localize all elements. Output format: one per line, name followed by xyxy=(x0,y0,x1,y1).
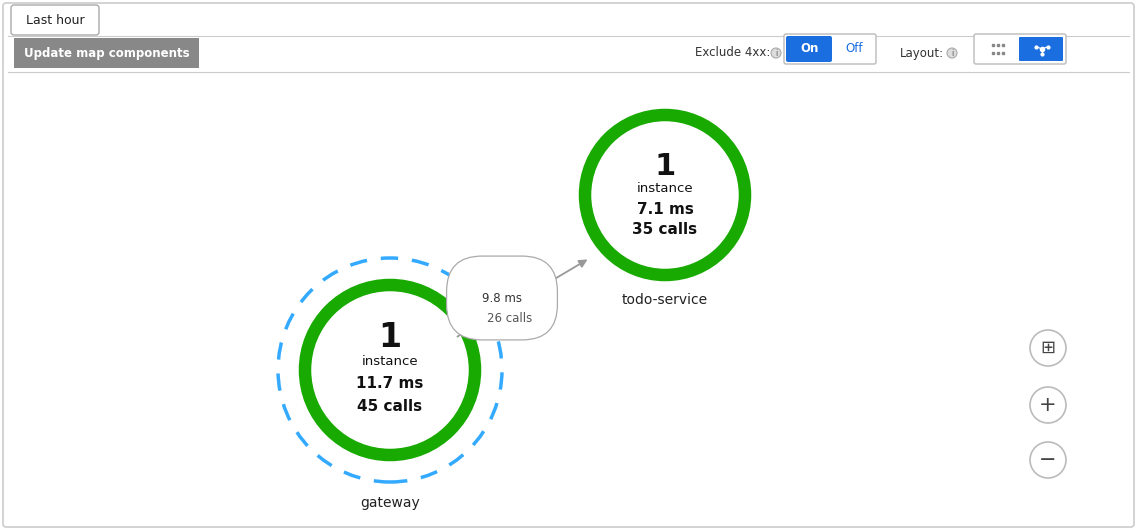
Text: Exclude 4xx:: Exclude 4xx: xyxy=(695,47,770,59)
FancyBboxPatch shape xyxy=(14,38,199,68)
Text: On: On xyxy=(800,42,819,56)
Circle shape xyxy=(305,285,475,455)
Circle shape xyxy=(1030,330,1067,366)
Circle shape xyxy=(1030,387,1067,423)
Text: 45 calls: 45 calls xyxy=(357,399,423,414)
FancyBboxPatch shape xyxy=(11,5,99,35)
Text: 7.1 ms: 7.1 ms xyxy=(637,201,694,217)
Text: Last hour: Last hour xyxy=(26,13,84,26)
Text: instance: instance xyxy=(637,182,694,195)
Text: Layout:: Layout: xyxy=(901,47,944,59)
FancyBboxPatch shape xyxy=(977,37,1021,61)
FancyBboxPatch shape xyxy=(785,34,875,64)
Text: Off: Off xyxy=(845,42,863,56)
Text: instance: instance xyxy=(362,356,418,368)
Text: 11.7 ms: 11.7 ms xyxy=(356,376,424,391)
Circle shape xyxy=(586,115,745,275)
Text: +: + xyxy=(1039,395,1056,415)
Text: 35 calls: 35 calls xyxy=(632,222,698,237)
Text: i: i xyxy=(951,49,953,57)
Circle shape xyxy=(1030,442,1067,478)
Text: todo-service: todo-service xyxy=(622,293,708,307)
Circle shape xyxy=(947,48,957,58)
Text: −: − xyxy=(1039,450,1056,470)
FancyBboxPatch shape xyxy=(1019,37,1063,61)
Circle shape xyxy=(771,48,781,58)
FancyBboxPatch shape xyxy=(3,3,1134,527)
Text: i: i xyxy=(775,49,777,57)
Text: 26 calls: 26 calls xyxy=(488,312,532,324)
Text: Update map components: Update map components xyxy=(24,47,190,59)
Text: gateway: gateway xyxy=(360,496,420,510)
FancyBboxPatch shape xyxy=(974,34,1067,64)
Text: 1: 1 xyxy=(655,153,675,181)
FancyBboxPatch shape xyxy=(786,36,832,62)
Text: 1: 1 xyxy=(379,321,401,355)
Text: 9.8 ms: 9.8 ms xyxy=(482,292,522,305)
Text: ⊞: ⊞ xyxy=(1040,339,1055,357)
